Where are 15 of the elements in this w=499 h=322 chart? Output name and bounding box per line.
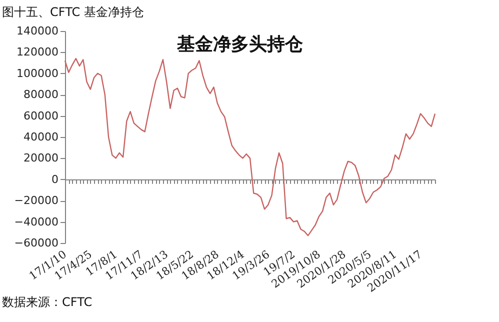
- y-tick-label: 60000: [24, 109, 58, 122]
- y-tick-label: −20000: [14, 194, 58, 208]
- y-tick-label: 40000: [24, 130, 58, 144]
- y-tick-label: 80000: [24, 88, 58, 102]
- y-tick-label: 20000: [24, 152, 58, 165]
- chart-subtitle: 基金净多头持仓: [176, 34, 304, 55]
- y-tick-label: 120000: [16, 46, 58, 59]
- y-tick-label: −60000: [14, 236, 58, 250]
- y-tick-label: 140000: [16, 24, 58, 38]
- line-series: [64, 58, 436, 236]
- source-note: 数据来源：CFTC: [2, 295, 92, 309]
- y-tick-label: 0: [52, 172, 58, 186]
- y-tick-label: −40000: [14, 215, 58, 228]
- chart-title: 图十五、CFTC 基金净持仓: [2, 5, 144, 19]
- y-tick-label: 100000: [16, 66, 58, 80]
